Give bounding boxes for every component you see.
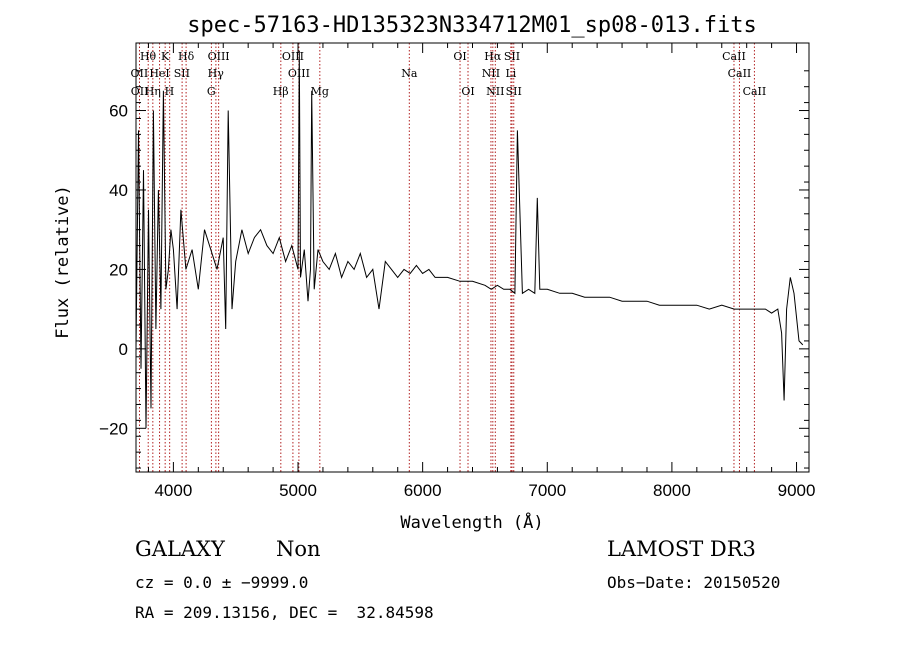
subclass-label: Non [276, 537, 321, 561]
line-label: SII [174, 67, 190, 80]
spectrum-trace [135, 50, 804, 429]
y-tick-label: 60 [109, 102, 128, 121]
y-tick-label: 0 [119, 340, 128, 359]
coordinates-readout: RA = 209.13156, DEC = 32.84598 [135, 603, 434, 622]
x-axis-label: Wavelength (Å) [400, 511, 543, 533]
line-label: CaII [722, 50, 746, 63]
x-tick-label: 5000 [279, 481, 317, 500]
survey-label: LAMOST DR3 [607, 537, 756, 561]
line-label: CaII [728, 67, 752, 80]
line-label: OII [131, 67, 149, 80]
line-label: NII [482, 67, 500, 80]
line-label: K [161, 50, 170, 63]
chart-title: spec-57163-HD135323N334712M01_sp08-013.f… [187, 13, 757, 38]
spectrum-line [135, 50, 804, 429]
line-label: Li [505, 67, 516, 80]
axis-ticks: 4000 5000 6000 7000 8000 9000 −20 0 20 40 60 [99, 43, 815, 500]
line-label: G [207, 85, 216, 98]
class-label: GALAXY [135, 537, 225, 561]
y-tick-label: 40 [109, 181, 128, 200]
line-label: SII [504, 50, 520, 63]
obs-date: Obs−Date: 20150520 [607, 573, 781, 592]
x-tick-label: 8000 [653, 481, 691, 500]
line-label: Hβ [273, 85, 289, 98]
line-label: NII [486, 85, 504, 98]
x-tick-label: 7000 [528, 481, 566, 500]
line-label: Hγ [208, 67, 225, 80]
line-label: OII [131, 85, 149, 98]
line-label: OIII [208, 50, 230, 63]
line-label: H [165, 85, 175, 98]
x-tick-label: 4000 [154, 481, 192, 500]
x-tick-label: 6000 [404, 481, 442, 500]
line-label: Na [401, 67, 418, 80]
line-label: HeI [149, 67, 169, 80]
line-label: Hθ [140, 50, 157, 63]
line-label: SII [506, 85, 522, 98]
line-label: OI [453, 50, 466, 63]
emission-line-markers [138, 43, 755, 472]
x-tick-label: 9000 [778, 481, 816, 500]
y-axis-label: Flux (relative) [53, 185, 73, 339]
y-tick-label: 20 [109, 260, 128, 279]
line-label: OI [461, 85, 474, 98]
line-label: Hδ [178, 50, 195, 63]
line-label: Hα [484, 50, 502, 63]
line-label: OIII [282, 50, 304, 63]
cz-readout: cz = 0.0 ± −9999.0 [135, 573, 309, 592]
line-label: OIII [288, 67, 310, 80]
line-label: CaII [743, 85, 767, 98]
line-label: Hη [145, 85, 161, 98]
line-label: Mg [311, 85, 329, 98]
y-tick-label: −20 [99, 419, 128, 438]
